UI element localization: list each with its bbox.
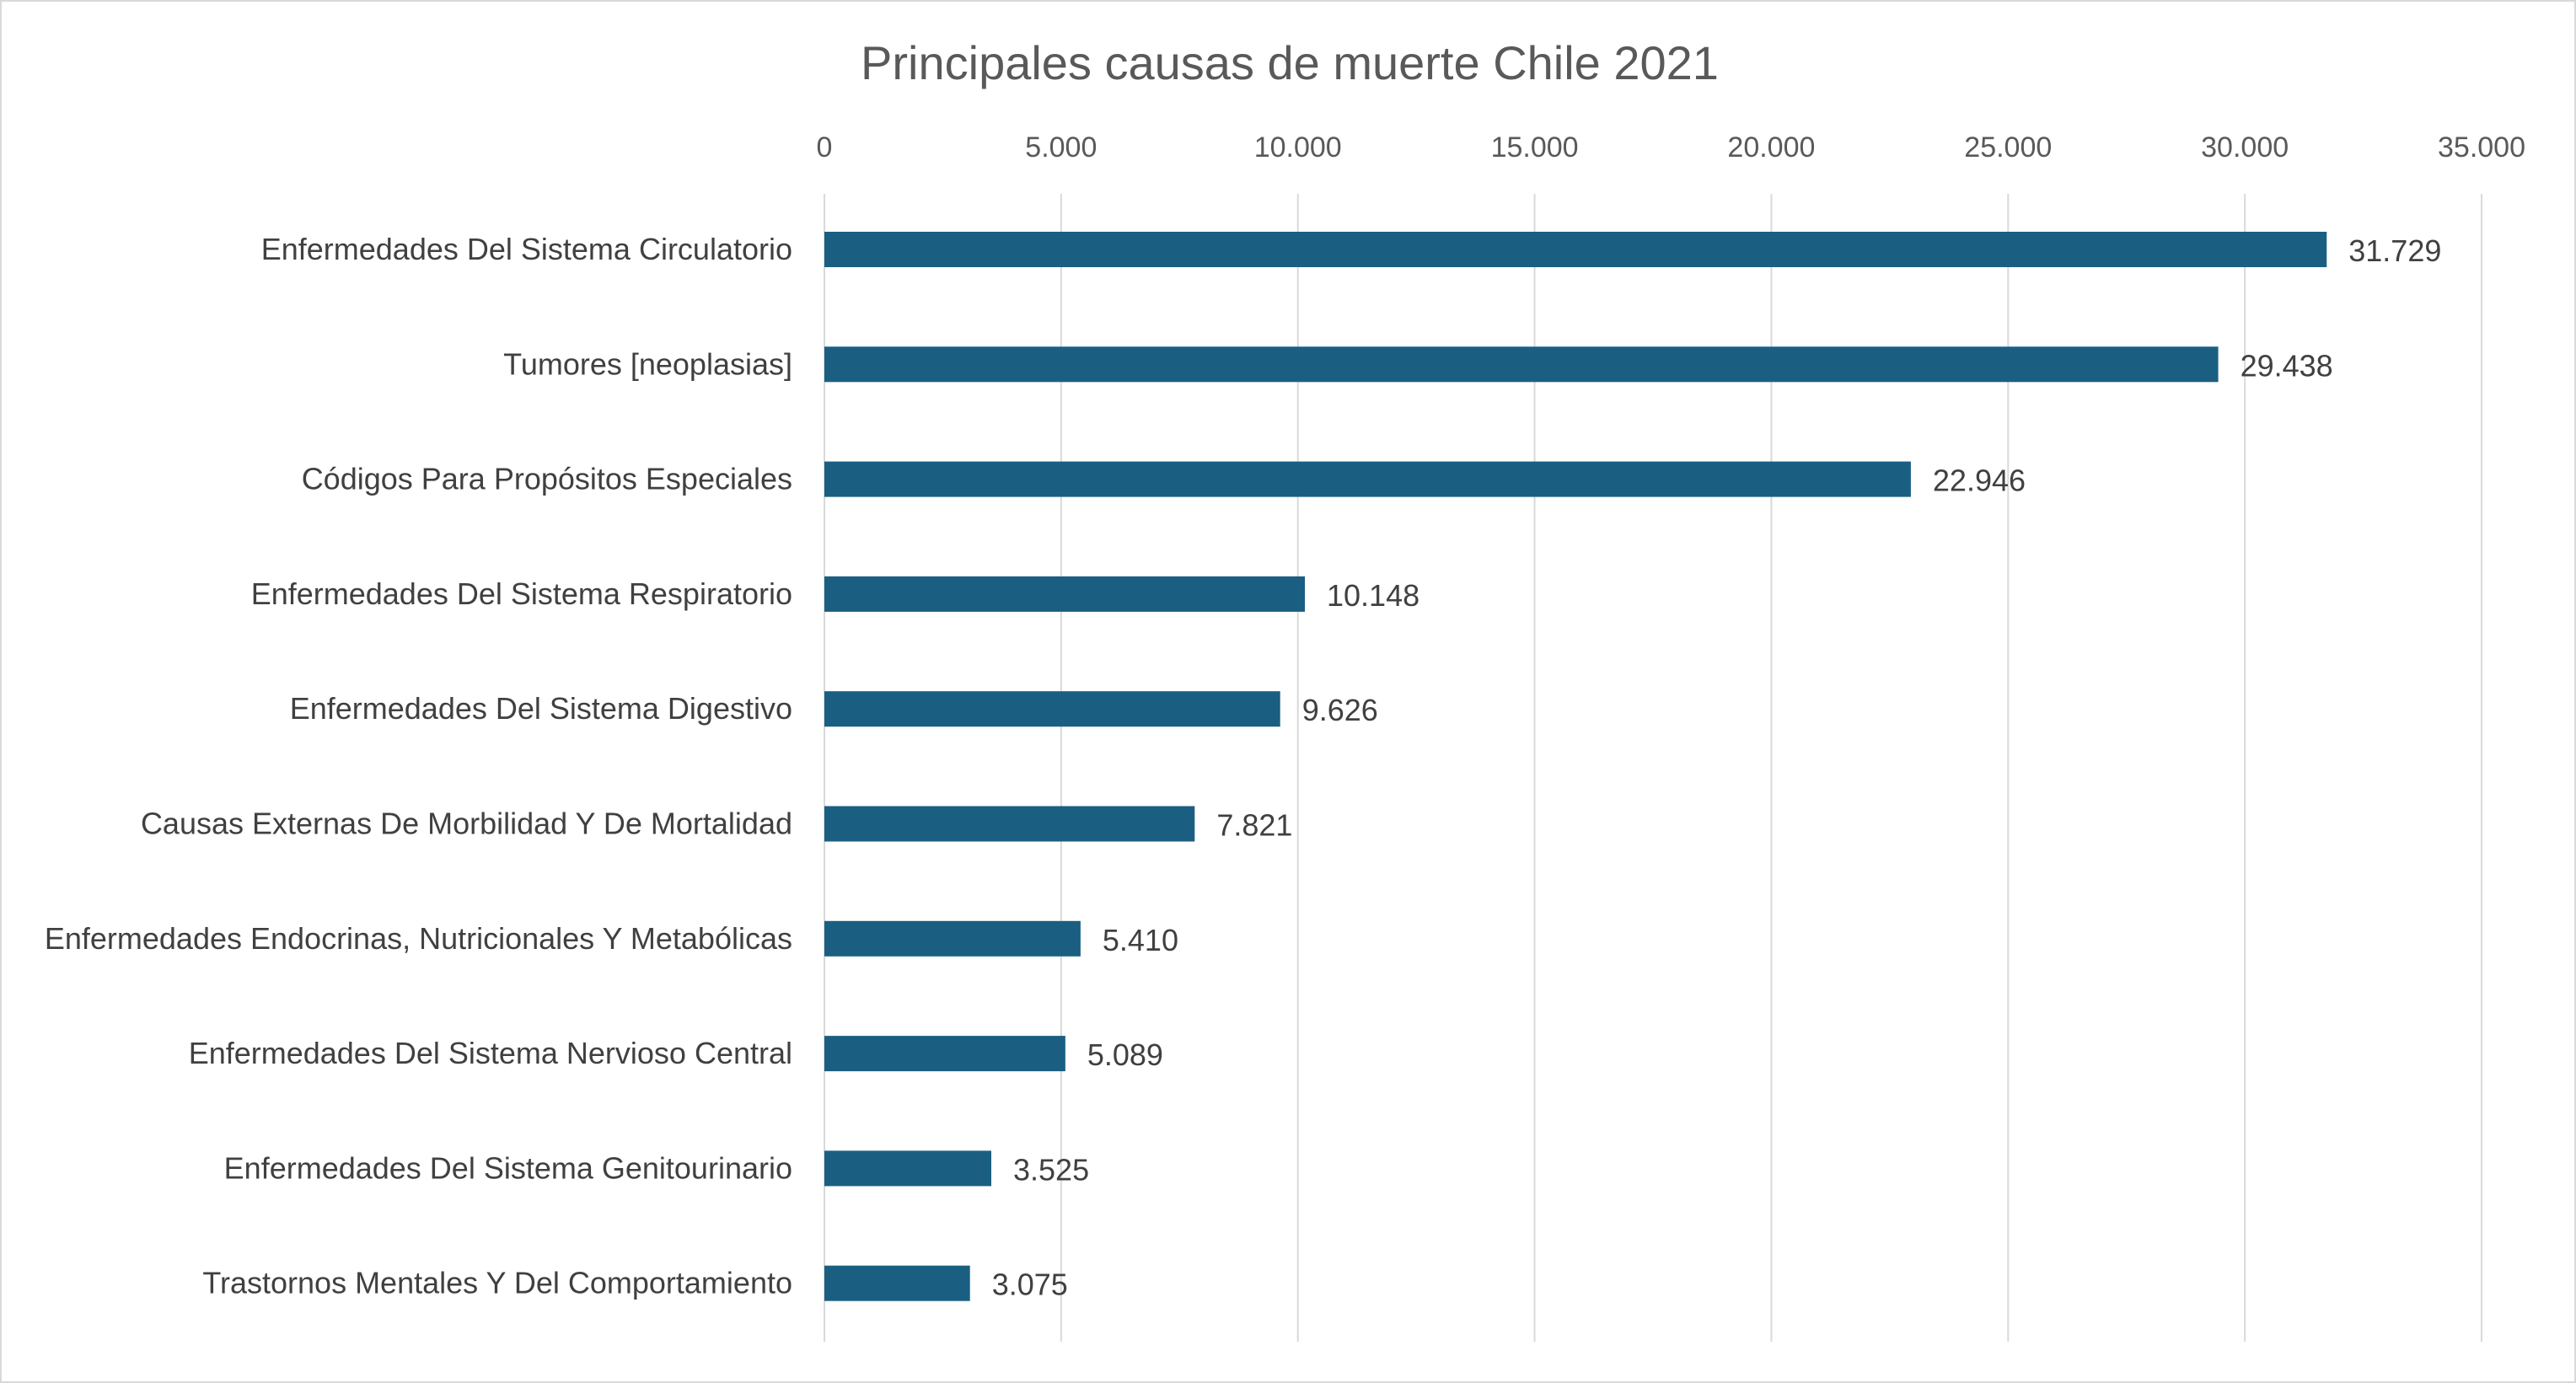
x-tick-label: 25.000 [1964,131,2052,163]
data-label: 31.729 [2348,233,2441,268]
x-axis-ticks: 0 5.000 10.000 15.000 20.000 25.000 30.000 35.0… [817,131,2525,163]
x-tick-label: 5.000 [1025,131,1097,163]
data-label: 3.525 [1013,1152,1089,1187]
category-label: Tumores [neoplasias] [503,346,792,381]
data-label: 3.075 [992,1268,1068,1302]
bars [824,232,2327,1301]
data-label: 10.148 [1327,578,1419,613]
category-label: Enfermedades Del Sistema Circulatorio [261,232,792,266]
x-tick-label: 20.000 [1727,131,1815,163]
bar [824,806,1195,842]
category-label: Causas Externas De Morbilidad Y De Morta… [141,807,792,841]
category-label: Trastornos Mentales Y Del Comportamiento [202,1266,792,1300]
bar [824,576,1306,612]
x-tick-label: 35.000 [2438,131,2525,163]
category-label: Códigos Para Propósitos Especiales [302,462,792,496]
category-label: Enfermedades Del Sistema Genitourinario [224,1150,792,1185]
category-label: Enfermedades Del Sistema Nervioso Centra… [189,1036,792,1070]
chart-title: Principales causas de muerte Chile 2021 [861,36,1719,89]
data-label: 5.410 [1103,923,1178,957]
category-label: Enfermedades Del Sistema Digestivo [290,691,792,726]
category-labels: Enfermedades Del Sistema Circulatorio Tum… [45,232,792,1300]
bar [824,346,2219,383]
gridlines [824,194,2482,1342]
x-tick-label: 30.000 [2201,131,2289,163]
x-tick-label: 0 [817,131,833,163]
data-labels: 31.729 29.438 22.946 10.148 9.626 7.821 5.410 5… [992,233,2442,1302]
data-label: 5.089 [1087,1037,1163,1072]
bar [824,1265,970,1301]
bar [824,1150,992,1187]
category-label: Enfermedades Del Sistema Respiratorio [251,576,792,611]
data-label: 7.821 [1216,808,1292,843]
x-tick-label: 15.000 [1491,131,1579,163]
bar [824,1036,1065,1072]
category-label: Enfermedades Endocrinas, Nutricionales Y… [45,921,792,956]
data-label: 9.626 [1302,693,1378,727]
bar [824,920,1081,957]
bar [824,691,1280,727]
x-tick-label: 10.000 [1254,131,1342,163]
bar [824,461,1911,497]
data-label: 22.946 [1933,464,2026,498]
data-label: 29.438 [2241,348,2333,383]
bar [824,232,2327,267]
